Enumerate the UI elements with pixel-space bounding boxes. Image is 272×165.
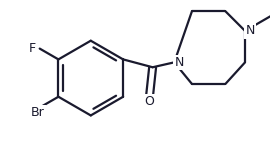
Text: F: F (28, 42, 35, 55)
Text: N: N (245, 24, 255, 37)
Text: Br: Br (31, 106, 45, 119)
Text: N: N (174, 56, 184, 69)
Text: O: O (145, 95, 154, 108)
